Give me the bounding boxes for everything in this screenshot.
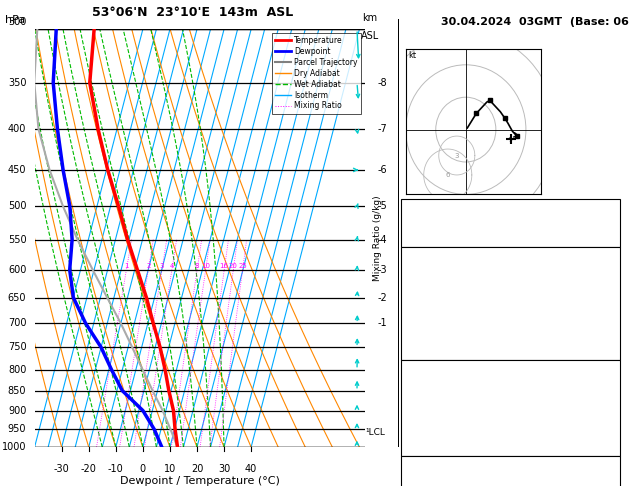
Text: 74: 74 [603,476,616,486]
Text: 6: 6 [609,412,616,421]
Text: 30.04.2024  03GMT  (Base: 06): 30.04.2024 03GMT (Base: 06) [442,17,629,27]
Text: Lifted Index: Lifted Index [404,412,466,421]
Text: -6: -6 [377,165,387,175]
Text: 0: 0 [610,428,616,437]
Text: ¹LCL: ¹LCL [366,429,386,437]
Text: 6: 6 [445,172,450,178]
Text: 0: 0 [610,331,616,341]
Text: PW (cm): PW (cm) [404,235,448,245]
Text: 1000: 1000 [2,442,26,452]
Text: CIN (J): CIN (J) [404,347,437,357]
Text: 600: 600 [8,265,26,275]
Text: 400: 400 [8,124,26,134]
Text: CAPE (J): CAPE (J) [404,331,446,341]
Text: 4: 4 [170,262,174,269]
Text: θₑ (K): θₑ (K) [404,396,433,405]
Legend: Temperature, Dewpoint, Parcel Trajectory, Dry Adiabat, Wet Adiabat, Isotherm, Mi: Temperature, Dewpoint, Parcel Trajectory… [272,33,361,114]
Text: 650: 650 [8,293,26,303]
Text: 350: 350 [8,78,26,87]
Text: 450: 450 [8,165,26,175]
Text: 0: 0 [610,444,616,453]
Text: hPa: hPa [4,15,25,25]
Text: -30: -30 [54,464,70,474]
Text: -10: -10 [108,464,124,474]
Text: K: K [404,203,411,213]
Text: -4: -4 [377,235,387,244]
Text: 20: 20 [229,262,238,269]
Text: 20: 20 [191,464,203,474]
Text: 1: 1 [124,262,129,269]
Text: 800: 800 [8,364,26,375]
Text: km: km [362,13,377,23]
Text: 30: 30 [218,464,230,474]
Text: 900: 900 [8,405,26,416]
Text: CAPE (J): CAPE (J) [404,428,446,437]
Text: -8: -8 [377,78,387,87]
Text: θₑ(K): θₑ(K) [404,299,430,309]
Text: 302: 302 [596,299,616,309]
Text: 1.4: 1.4 [599,235,616,245]
Text: 16: 16 [220,262,229,269]
Text: Dewp (°C): Dewp (°C) [404,283,458,293]
Text: 40: 40 [245,464,257,474]
Text: -20: -20 [81,464,97,474]
Text: 550: 550 [8,235,26,244]
Text: Temp (°C): Temp (°C) [404,267,456,277]
Text: Lifted Index: Lifted Index [404,315,466,325]
Text: 300: 300 [8,17,26,27]
Text: Mixing Ratio (g/kg): Mixing Ratio (g/kg) [373,195,382,281]
Text: CIN (J): CIN (J) [404,444,437,453]
Text: -5: -5 [377,202,387,211]
Text: 500: 500 [8,202,26,211]
Text: 307: 307 [596,396,616,405]
Text: 25: 25 [238,262,247,269]
Text: Dewpoint / Temperature (°C): Dewpoint / Temperature (°C) [120,476,280,486]
Text: 10: 10 [201,262,210,269]
Text: 3: 3 [160,262,164,269]
Text: ASL: ASL [360,31,379,41]
Text: 7: 7 [609,283,616,293]
Text: 53°06'N  23°10'E  143m  ASL: 53°06'N 23°10'E 143m ASL [92,6,294,19]
Text: 3: 3 [455,153,459,158]
Text: 750: 750 [596,380,616,389]
Text: 9: 9 [609,315,616,325]
Text: 950: 950 [8,424,26,434]
Text: -1: -1 [377,318,387,329]
Text: -7: -7 [377,124,387,134]
Text: 12.8: 12.8 [593,267,616,277]
Text: 700: 700 [8,318,26,329]
Text: 5: 5 [609,203,616,213]
Text: 38: 38 [603,219,616,229]
Text: 0: 0 [610,347,616,357]
Text: 750: 750 [8,342,26,352]
Text: 0: 0 [140,464,146,474]
Text: 2: 2 [146,262,150,269]
Text: -3: -3 [377,265,387,275]
Text: 850: 850 [8,386,26,396]
Text: Most Unstable: Most Unstable [468,364,552,373]
Text: © weatheronline.co.uk: © weatheronline.co.uk [457,469,569,479]
Text: 8: 8 [195,262,199,269]
Text: -2: -2 [377,293,387,303]
Text: Surface: Surface [487,251,533,261]
Text: 10: 10 [164,464,176,474]
Text: kt: kt [409,52,417,60]
Text: EH: EH [404,476,419,486]
Text: Pressure (mb): Pressure (mb) [404,380,477,389]
Text: Hodograph: Hodograph [477,460,543,469]
Text: Totals Totals: Totals Totals [404,219,467,229]
